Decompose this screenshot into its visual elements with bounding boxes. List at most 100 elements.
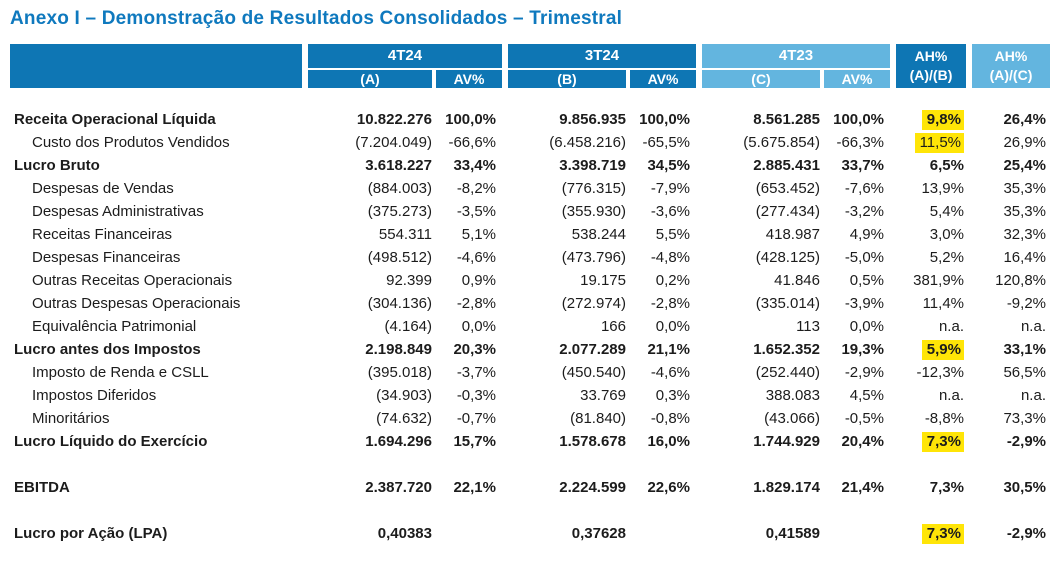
table-row: Minoritários (74.632) -0,7% (81.840) -0,8% (4… [10,407,1055,430]
cell-value: 56,5% [1003,364,1046,381]
cell-value: (375.273) [367,203,432,220]
row-label: Despesas Administrativas [32,203,204,220]
cell-value: 7,3% [929,479,964,496]
cell-value: 73,3% [1003,410,1046,427]
table-row: Equivalência Patrimonial (4.164) 0,0% 166 0,… [10,315,1055,338]
header-ah-label: AH% [994,48,1028,64]
cell-value: -3,2% [844,203,884,220]
cell-value: 34,5% [647,157,690,174]
highlighted-value: 7,3% [921,524,964,544]
table-row: Receitas Financeiras 554.311 5,1% 538.244 5,… [10,223,1055,246]
cell-value: -2,9% [1006,433,1046,450]
cell-value: 19.175 [580,272,626,289]
row-label: Minoritários [32,410,110,427]
table-row: Despesas Financeiras (498.512) -4,6% (473.7… [10,246,1055,269]
cell-value: 26,9% [1003,134,1046,151]
cell-value: -9,2% [1006,295,1046,312]
cell-value: (304.136) [367,295,432,312]
cell-value: (277.434) [755,203,820,220]
row-label: Despesas de Vendas [32,180,174,197]
cell-value: 3.398.719 [559,157,626,174]
table-row: Outras Receitas Operacionais 92.399 0,9% 19… [10,269,1055,292]
cell-value: 0,3% [655,387,690,404]
cell-value: 0,0% [655,318,690,335]
cell-value: -2,8% [456,295,496,312]
table-row: Outras Despesas Operacionais (304.136) -2,… [10,292,1055,315]
cell-value: 7,3% [896,430,966,453]
cell-value: 16,0% [647,433,690,450]
cell-value: (4.164) [384,318,432,335]
spacer-row [10,453,1055,476]
row-label: Receitas Financeiras [32,226,173,243]
cell-value: 0,41589 [765,525,820,542]
cell-value: 33,7% [841,157,884,174]
header-corner [10,44,302,88]
row-label: Despesas Financeiras [32,249,181,266]
cell-value: 2.224.599 [559,479,626,496]
header-col-av-b: AV% [630,70,696,88]
cell-value: -3,6% [650,203,690,220]
table-body: Receita Operacional Líquida 10.822.276 100… [10,108,1055,545]
cell-value: (428.125) [755,249,820,266]
cell-value: (7.204.049) [355,134,432,151]
cell-value: 22,6% [647,479,690,496]
header-col-b: (B) [508,70,626,88]
cell-value: 22,1% [453,479,496,496]
header-group-4t23: 4T23 (C) AV% [702,44,890,88]
header-ah-label: AH% [914,48,948,64]
cell-value: 100,0% [833,111,884,128]
row-label: Lucro Bruto [14,157,100,174]
cell-value: 2.198.849 [365,341,432,358]
cell-value: 10.822.276 [356,111,432,128]
cell-value: (272.974) [561,295,626,312]
cell-value: 100,0% [639,111,690,128]
cell-value: (34.903) [376,387,432,404]
cell-value: 1.578.678 [559,433,626,450]
cell-value: (395.018) [367,364,432,381]
cell-value: 15,7% [453,433,496,450]
cell-value: 3.618.227 [365,157,432,174]
cell-value: n.a. [938,318,964,335]
cell-value: 381,9% [913,272,964,289]
cell-value: 5,2% [929,249,964,266]
cell-value [630,522,696,545]
cell-value: 2.077.289 [559,341,626,358]
cell-value: 20,3% [453,341,496,358]
cell-value: -3,7% [456,364,496,381]
cell-value: 32,3% [1003,226,1046,243]
row-label: Lucro por Ação (LPA) [14,525,168,542]
table-row: Lucro Líquido do Exercício 1.694.296 15,7%… [10,430,1055,453]
row-label: Receita Operacional Líquida [14,111,216,128]
cell-value: -65,5% [642,134,690,151]
cell-value: 26,4% [1003,111,1046,128]
row-label: EBITDA [14,479,70,496]
cell-value: 9.856.935 [559,111,626,128]
header-quarter-label: 4T24 [308,44,502,68]
cell-value: (653.452) [755,180,820,197]
cell-value: (335.014) [755,295,820,312]
cell-value: 554.311 [378,226,432,243]
row-label: Outras Despesas Operacionais [32,295,241,312]
header-quarter-label: 3T24 [508,44,696,68]
cell-value: 1.694.296 [365,433,432,450]
cell-value: 5,4% [929,203,964,220]
cell-value: 6,5% [929,157,964,174]
cell-value: 388.083 [765,387,820,404]
cell-value: 538.244 [571,226,626,243]
cell-value: (252.440) [755,364,820,381]
cell-value: 33,4% [453,157,496,174]
cell-value: (776.315) [561,180,626,197]
cell-value: -7,9% [650,180,690,197]
header-col-av-a: AV% [436,70,502,88]
cell-value: (355.930) [561,203,626,220]
cell-value: 11,5% [896,131,966,154]
table-row: Impostos Diferidos (34.903) -0,3% 33.769 0,3… [10,384,1055,407]
cell-value: 166 [600,318,626,335]
cell-value: -12,3% [916,364,964,381]
income-statement-table: 4T24 (A) AV% 3T24 (B) AV% 4T23 (C) AV% [10,44,1055,545]
cell-value: 19,3% [841,341,884,358]
cell-value: (6.458.216) [549,134,626,151]
cell-value: -66,3% [836,134,884,151]
table-row: Custo dos Produtos Vendidos (7.204.049) -6… [10,131,1055,154]
cell-value: 9,8% [896,108,966,131]
